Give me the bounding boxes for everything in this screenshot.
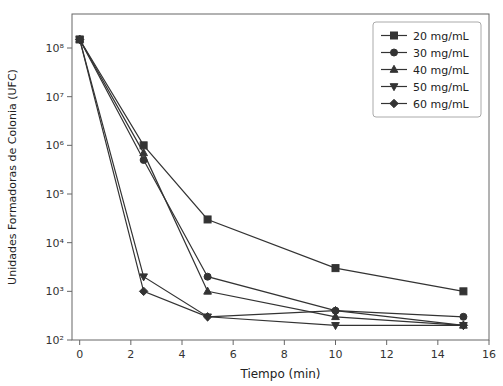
x-axis: 0 2 4 6 8 10 12 14 16 [76, 340, 496, 361]
y-tick [67, 291, 72, 292]
y-tick-label: 10⁷ [46, 91, 64, 104]
x-tick [386, 340, 387, 345]
y-tick-label: 10² [46, 334, 64, 347]
data-point [204, 216, 211, 223]
data-point [460, 313, 467, 320]
legend-marker [390, 84, 398, 91]
x-tick-label: 10 [329, 348, 343, 361]
data-point [460, 288, 467, 295]
x-tick [489, 340, 490, 345]
data-point [140, 149, 148, 156]
x-tick-label: 4 [179, 348, 186, 361]
y-tick-label: 10³ [46, 285, 64, 298]
data-point [331, 307, 339, 315]
x-tick-label: 6 [230, 348, 237, 361]
legend-label: 40 mg/mL [413, 64, 470, 77]
x-tick [335, 340, 336, 345]
x-tick [79, 340, 80, 345]
y-tick-label: 10⁴ [46, 237, 65, 250]
x-tick [182, 340, 183, 345]
data-point [204, 273, 211, 280]
legend-marker [391, 49, 398, 56]
data-point [332, 265, 339, 272]
data-point [139, 287, 147, 295]
legend-label: 50 mg/mL [413, 81, 470, 94]
data-point [459, 321, 467, 329]
background [0, 0, 503, 386]
legend-label: 30 mg/mL [413, 47, 470, 60]
x-tick [130, 340, 131, 345]
legend-label: 60 mg/mL [413, 98, 470, 111]
x-tick-label: 16 [482, 348, 496, 361]
x-tick-label: 2 [127, 348, 134, 361]
y-tick-label: 10⁶ [46, 139, 65, 152]
data-point [76, 36, 83, 43]
data-point [75, 35, 83, 43]
data-point [204, 287, 212, 294]
x-tick-label: 12 [380, 348, 394, 361]
legend-marker [391, 32, 398, 39]
y-axis: 10² 10³ 10⁴ 10⁵ 10⁶ 10⁷ 10⁸ [46, 42, 72, 347]
data-point [332, 307, 339, 314]
chart: 0 2 4 6 8 10 12 14 16 Tiempo (min) 10² 10³ 10⁴ 10⁵ 10⁶… [0, 0, 503, 386]
y-tick [67, 145, 72, 146]
y-tick [67, 340, 72, 341]
legend-marker [390, 99, 398, 107]
data-point [332, 323, 340, 330]
y-axis-label: Unidades Formadoras de Colonia (UFC) [6, 69, 19, 285]
y-tick-label: 10⁵ [46, 188, 64, 201]
x-tick [437, 340, 438, 345]
data-point [76, 36, 83, 43]
y-tick [67, 242, 72, 243]
x-tick-label: 14 [431, 348, 445, 361]
x-tick-label: 8 [281, 348, 288, 361]
y-tick-label: 10⁸ [46, 42, 65, 55]
x-axis-label: Tiempo (min) [239, 367, 320, 381]
legend-marker [390, 65, 398, 72]
legend-label: 20 mg/mL [413, 30, 470, 43]
legend: 20 mg/mL 30 mg/mL 40 mg/mL 50 mg/mL 60 mg/mL [373, 22, 481, 117]
y-tick [67, 194, 72, 195]
x-tick [284, 340, 285, 345]
y-tick [67, 96, 72, 97]
legend-box [373, 22, 481, 117]
y-tick [67, 48, 72, 49]
plot-frame [72, 14, 489, 340]
x-tick-label: 0 [76, 348, 83, 361]
x-tick [233, 340, 234, 345]
data-point [203, 313, 211, 321]
